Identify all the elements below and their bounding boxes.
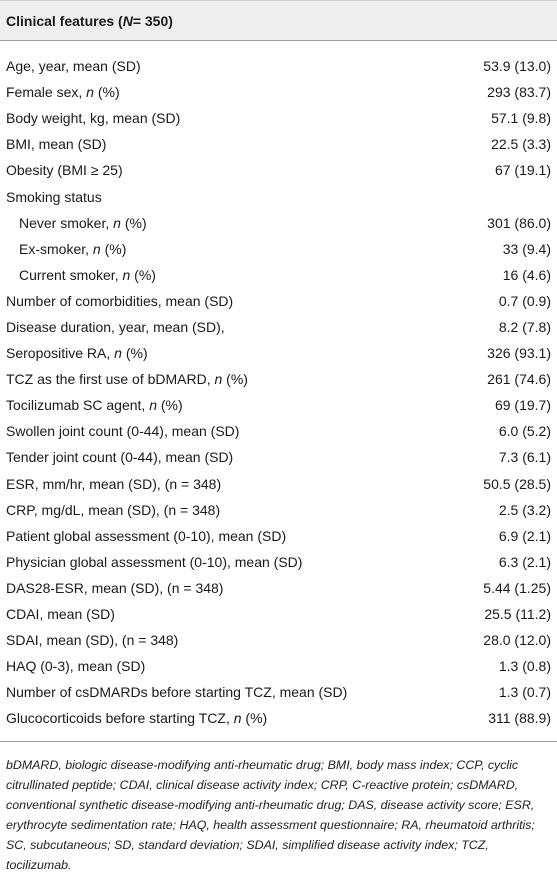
header-title-suffix: = 350) <box>132 12 173 29</box>
table-row: Tender joint count (0-44), mean (SD) 7.3 … <box>0 444 557 470</box>
row-value: 22.5 (3.3) <box>491 136 551 153</box>
row-value: 311 (88.9) <box>488 710 551 727</box>
row-label: Swollen joint count (0-44), mean (SD) <box>6 423 240 440</box>
row-label: Patient global assessment (0-10), mean (… <box>6 527 287 544</box>
row-value: 326 (93.1) <box>487 345 551 362</box>
row-label: Female sex, n (%) <box>6 84 120 101</box>
row-label: Age, year, mean (SD) <box>6 58 141 75</box>
table-row: Current smoker, n (%) 16 (4.6) <box>0 262 557 288</box>
row-value: 1.3 (0.8) <box>498 658 551 675</box>
table-row: Seropositive RA, n (%) 326 (93.1) <box>0 340 557 366</box>
table-row-section: Smoking status <box>0 183 557 209</box>
table-footnote: bDMARD, biologic disease-modifying anti-… <box>6 758 535 873</box>
row-label: TCZ as the first use of bDMARD, n (%) <box>6 371 248 388</box>
row-label: Number of comorbidities, mean (SD) <box>6 292 234 309</box>
row-value: 1.3 (0.7) <box>498 684 551 701</box>
table-row: Number of csDMARDs before starting TCZ, … <box>0 679 557 705</box>
row-value: 6.0 (5.2) <box>498 423 551 440</box>
row-label: ESR, mm/hr, mean (SD), (n = 348) <box>6 475 222 492</box>
table-row: Female sex, n (%) 293 (83.7) <box>0 79 557 105</box>
row-label: Body weight, kg, mean (SD) <box>6 110 181 127</box>
row-value: 16 (4.6) <box>502 266 551 283</box>
table-bottom-rule <box>0 741 557 743</box>
table-row: Never smoker, n (%) 301 (86.0) <box>0 210 557 236</box>
row-label: Tender joint count (0-44), mean (SD) <box>6 449 234 466</box>
row-label: DAS28-ESR, mean (SD), (n = 348) <box>6 579 224 596</box>
table-row: Tocilizumab SC agent, n (%) 69 (19.7) <box>0 392 557 418</box>
table-row: HAQ (0-3), mean (SD) 1.3 (0.8) <box>0 653 557 679</box>
row-value: 33 (9.4) <box>502 240 551 257</box>
table-header: Clinical features (N = 350) <box>0 0 557 41</box>
row-value: 293 (83.7) <box>487 84 551 101</box>
row-label: Seropositive RA, n (%) <box>6 345 148 362</box>
row-label: Current smoker, n (%) <box>19 266 156 283</box>
row-value: 69 (19.7) <box>494 397 551 414</box>
row-label: Tocilizumab SC agent, n (%) <box>6 397 183 414</box>
header-title-n: N <box>122 12 133 29</box>
row-value: 53.9 (13.0) <box>483 58 551 75</box>
row-value: 67 (19.1) <box>494 162 551 179</box>
table-row: CDAI, mean (SD) 25.5 (11.2) <box>0 601 557 627</box>
row-value: 5.44 (1.25) <box>483 579 551 596</box>
table-row: Swollen joint count (0-44), mean (SD) 6.0… <box>0 418 557 444</box>
row-label: Disease duration, year, mean (SD), <box>6 318 225 335</box>
table-row: SDAI, mean (SD), (n = 348) 28.0 (12.0) <box>0 627 557 653</box>
table-row: TCZ as the first use of bDMARD, n (%) 261… <box>0 366 557 392</box>
table-row: Age, year, mean (SD) 53.9 (13.0) <box>0 53 557 79</box>
table-row: CRP, mg/dL, mean (SD), (n = 348) 2.5 (3.2… <box>0 497 557 523</box>
row-label: Obesity (BMI ≥ 25) <box>6 162 123 179</box>
header-title-prefix: Clinical features ( <box>6 12 123 29</box>
table-row: Patient global assessment (0-10), mean (… <box>0 523 557 549</box>
row-value: 261 (74.6) <box>487 371 551 388</box>
row-value: 8.2 (7.8) <box>498 318 551 335</box>
table-row: Number of comorbidities, mean (SD) 0.7 (0… <box>0 288 557 314</box>
row-label: Smoking status <box>6 188 102 205</box>
row-label: HAQ (0-3), mean (SD) <box>6 658 146 675</box>
table-row: BMI, mean (SD) 22.5 (3.3) <box>0 131 557 157</box>
row-value: 28.0 (12.0) <box>483 632 551 649</box>
row-value: 2.5 (3.2) <box>498 501 551 518</box>
row-label: SDAI, mean (SD), (n = 348) <box>6 632 179 649</box>
row-label: Ex-smoker, n (%) <box>19 240 127 257</box>
row-label: CRP, mg/dL, mean (SD), (n = 348) <box>6 501 221 518</box>
row-label: CDAI, mean (SD) <box>6 606 115 623</box>
row-value: 301 (86.0) <box>487 214 551 231</box>
row-value: 6.3 (2.1) <box>498 553 551 570</box>
table-row: ESR, mm/hr, mean (SD), (n = 348) 50.5 (28… <box>0 471 557 497</box>
row-label: Never smoker, n (%) <box>19 214 147 231</box>
table-row: Ex-smoker, n (%) 33 (9.4) <box>0 236 557 262</box>
row-label: BMI, mean (SD) <box>6 136 107 153</box>
row-label: Physician global assessment (0-10), mean… <box>6 553 303 570</box>
row-label: Number of csDMARDs before starting TCZ, … <box>6 684 348 701</box>
row-value: 0.7 (0.9) <box>498 292 551 309</box>
table-row: Glucocorticoids before starting TCZ, n (… <box>0 705 557 731</box>
row-value: 6.9 (2.1) <box>498 527 551 544</box>
table-row: DAS28-ESR, mean (SD), (n = 348) 5.44 (1.2… <box>0 575 557 601</box>
table-row: Body weight, kg, mean (SD) 57.1 (9.8) <box>0 105 557 131</box>
row-value: 57.1 (9.8) <box>491 110 551 127</box>
table-row: Disease duration, year, mean (SD), 8.2 (7… <box>0 314 557 340</box>
row-value: 50.5 (28.5) <box>483 475 551 492</box>
table-row: Obesity (BMI ≥ 25) 67 (19.1) <box>0 157 557 183</box>
row-label: Glucocorticoids before starting TCZ, n (… <box>6 710 268 727</box>
table-row: Physician global assessment (0-10), mean… <box>0 549 557 575</box>
row-value: 7.3 (6.1) <box>498 449 551 466</box>
table-body: Age, year, mean (SD) 53.9 (13.0) Female s… <box>0 41 557 731</box>
row-value: 25.5 (11.2) <box>484 606 551 623</box>
